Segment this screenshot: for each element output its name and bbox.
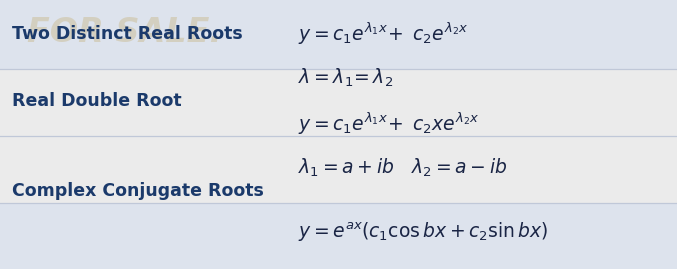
Text: $y = e^{ax}(c_1 \cos bx + c_2 \sin bx)$: $y = e^{ax}(c_1 \cos bx + c_2 \sin bx)$ [298,221,548,244]
FancyBboxPatch shape [0,0,677,69]
Text: FOR SALE.: FOR SALE. [27,16,222,49]
FancyBboxPatch shape [0,69,677,136]
Text: $y = c_1e^{\lambda_1 x}\!+\ c_2xe^{\lambda_2 x}$: $y = c_1e^{\lambda_1 x}\!+\ c_2xe^{\lamb… [298,111,479,137]
Text: $\lambda_1 = a + ib \quad \lambda_2 = a - ib$: $\lambda_1 = a + ib \quad \lambda_2 = a … [298,157,507,179]
Text: $\lambda = \lambda_1\!=\lambda_2$: $\lambda = \lambda_1\!=\lambda_2$ [298,67,393,89]
Text: $y = c_1e^{\lambda_1 x}\!+\ c_2e^{\lambda_2 x}$: $y = c_1e^{\lambda_1 x}\!+\ c_2e^{\lambd… [298,20,468,47]
Text: Real Double Root: Real Double Root [12,92,182,110]
Text: Complex Conjugate Roots: Complex Conjugate Roots [12,182,264,200]
Text: Two Distinct Real Roots: Two Distinct Real Roots [12,25,243,43]
FancyBboxPatch shape [0,203,677,269]
FancyBboxPatch shape [0,136,677,203]
